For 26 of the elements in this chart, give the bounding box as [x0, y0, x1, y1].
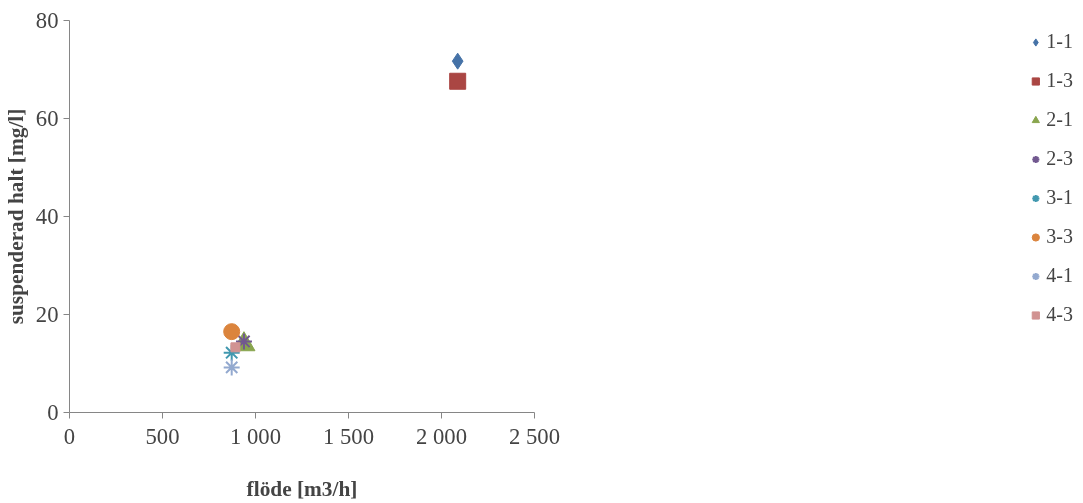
y-tick-label: 0 [47, 400, 59, 425]
y-tick-label: 60 [35, 106, 59, 131]
legend-label: 1-1 [1046, 30, 1073, 53]
legend-label: 4-1 [1046, 264, 1073, 287]
x-tick-label: 500 [145, 423, 180, 449]
y-axis-title: suspenderad halt [mg/l] [3, 108, 28, 325]
legend-label: 3-1 [1046, 186, 1073, 209]
point [222, 358, 241, 377]
legend-label: 3-3 [1046, 225, 1073, 248]
point [230, 342, 241, 353]
point [451, 52, 464, 70]
legend-label: 2-1 [1046, 108, 1073, 131]
y-tick-label: 40 [35, 204, 59, 229]
x-tick-label: 1 000 [230, 423, 281, 449]
x-axis-title: flöde [m3/h] [246, 476, 358, 501]
x-tick-label: 2 500 [509, 423, 560, 449]
x-tick-label: 1 500 [323, 423, 374, 449]
legend-label: 2-3 [1046, 147, 1073, 170]
x-tick-label: 2 000 [416, 423, 467, 449]
y-tick-label: 80 [35, 8, 59, 33]
y-tick-label: 20 [35, 302, 59, 327]
point [223, 323, 241, 341]
point [449, 72, 467, 90]
legend-label: 4-3 [1046, 303, 1073, 326]
legend-label: 1-3 [1046, 69, 1073, 92]
x-tick-label: 0 [63, 423, 76, 449]
